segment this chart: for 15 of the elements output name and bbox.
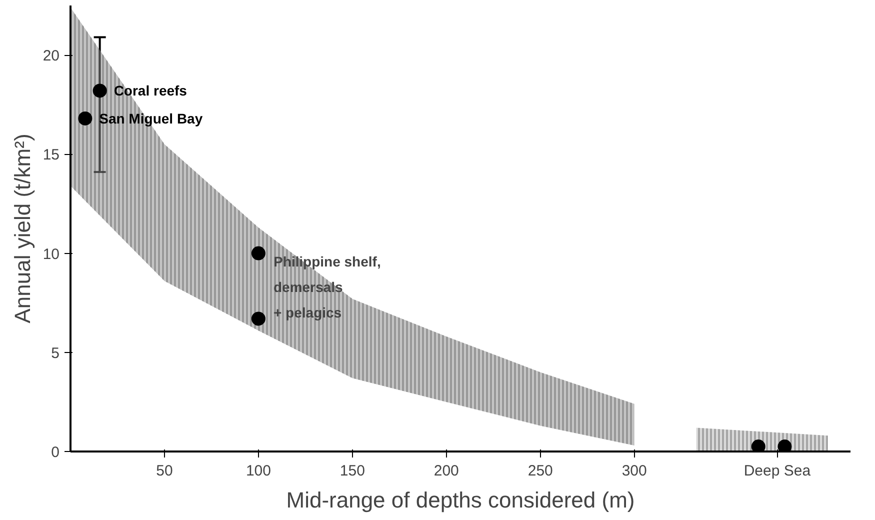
x-tick-label: 200 bbox=[434, 462, 459, 480]
x-tick-label: 250 bbox=[528, 462, 553, 480]
y-tick-label: 15 bbox=[42, 146, 60, 164]
y-tick-label: 20 bbox=[42, 48, 60, 65]
annotation: Coral reefs bbox=[114, 82, 188, 99]
x-tick-label: 100 bbox=[246, 462, 271, 480]
y-axis-title: Annual yield (t/km²) bbox=[10, 134, 35, 324]
x-tick-label: 300 bbox=[622, 462, 647, 480]
x-axis-title: Mid-range of depths considered (m) bbox=[286, 488, 635, 512]
y-tick-label: 5 bbox=[51, 344, 60, 362]
y-tick-label: 10 bbox=[42, 246, 60, 263]
x-tick-label: 150 bbox=[340, 462, 365, 480]
x-tick-label: 50 bbox=[156, 462, 173, 480]
x-tick-label: Deep Sea bbox=[744, 462, 812, 480]
y-tick-label: 0 bbox=[51, 444, 60, 461]
